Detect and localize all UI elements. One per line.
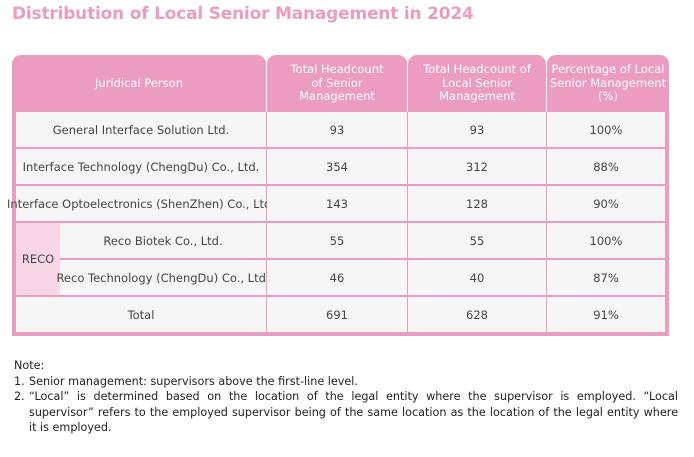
cell-total: 46	[267, 260, 407, 295]
note-item: 1. Senior management: supervisors above …	[14, 374, 678, 390]
notes-heading: Note:	[14, 359, 45, 372]
cell-pct: 100%	[547, 112, 665, 147]
cell-local: 312	[408, 149, 546, 184]
notes-section: Note: 1. Senior management: supervisors …	[14, 358, 678, 436]
cell-local: 128	[408, 186, 546, 221]
cell-local: 93	[408, 112, 546, 147]
note-number: 2.	[14, 390, 25, 403]
table-body: General Interface Solution Ltd. 93 93 10…	[7, 112, 669, 336]
header-percentage: Percentage of Local Senior Management (%…	[547, 55, 669, 112]
page-title: Distribution of Local Senior Management …	[12, 4, 474, 24]
cell-local: 40	[408, 260, 546, 295]
cell-total: 691	[267, 297, 407, 332]
cell-name: Reco Biotek Co., Ltd.	[60, 223, 266, 258]
note-item: 2. “Local” is determined based on the lo…	[14, 389, 678, 436]
cell-name: General Interface Solution Ltd.	[16, 112, 266, 147]
cell-pct: 100%	[547, 223, 665, 258]
cell-total: 93	[267, 112, 407, 147]
cell-local: 55	[408, 223, 546, 258]
note-number: 1.	[14, 374, 25, 388]
note-text: Senior management: supervisors above the…	[29, 374, 358, 388]
cell-name: Reco Technology (ChengDu) Co., Ltd.	[56, 260, 270, 295]
group-label-reco: RECO	[16, 223, 60, 295]
header-total-headcount: Total Headcount of Senior Management	[267, 55, 407, 112]
cell-total: 354	[267, 149, 407, 184]
note-text: “Local” is determined based on the locat…	[29, 390, 678, 434]
cell-total: 55	[267, 223, 407, 258]
cell-total: 143	[267, 186, 407, 221]
senior-management-table: Juridical Person Total Headcount of Seni…	[7, 55, 669, 336]
cell-name: Total	[16, 297, 266, 332]
cell-name: Interface Optoelectronics (ShenZhen) Co.…	[7, 186, 275, 221]
header-juridical-person: Juridical Person	[12, 55, 266, 112]
cell-pct: 91%	[547, 297, 665, 332]
cell-local: 628	[408, 297, 546, 332]
header-local-headcount: Total Headcount of Local Senior Manageme…	[408, 55, 546, 112]
cell-pct: 87%	[547, 260, 665, 295]
cell-name: Interface Technology (ChengDu) Co., Ltd.	[16, 149, 266, 184]
cell-pct: 88%	[547, 149, 665, 184]
cell-pct: 90%	[547, 186, 665, 221]
